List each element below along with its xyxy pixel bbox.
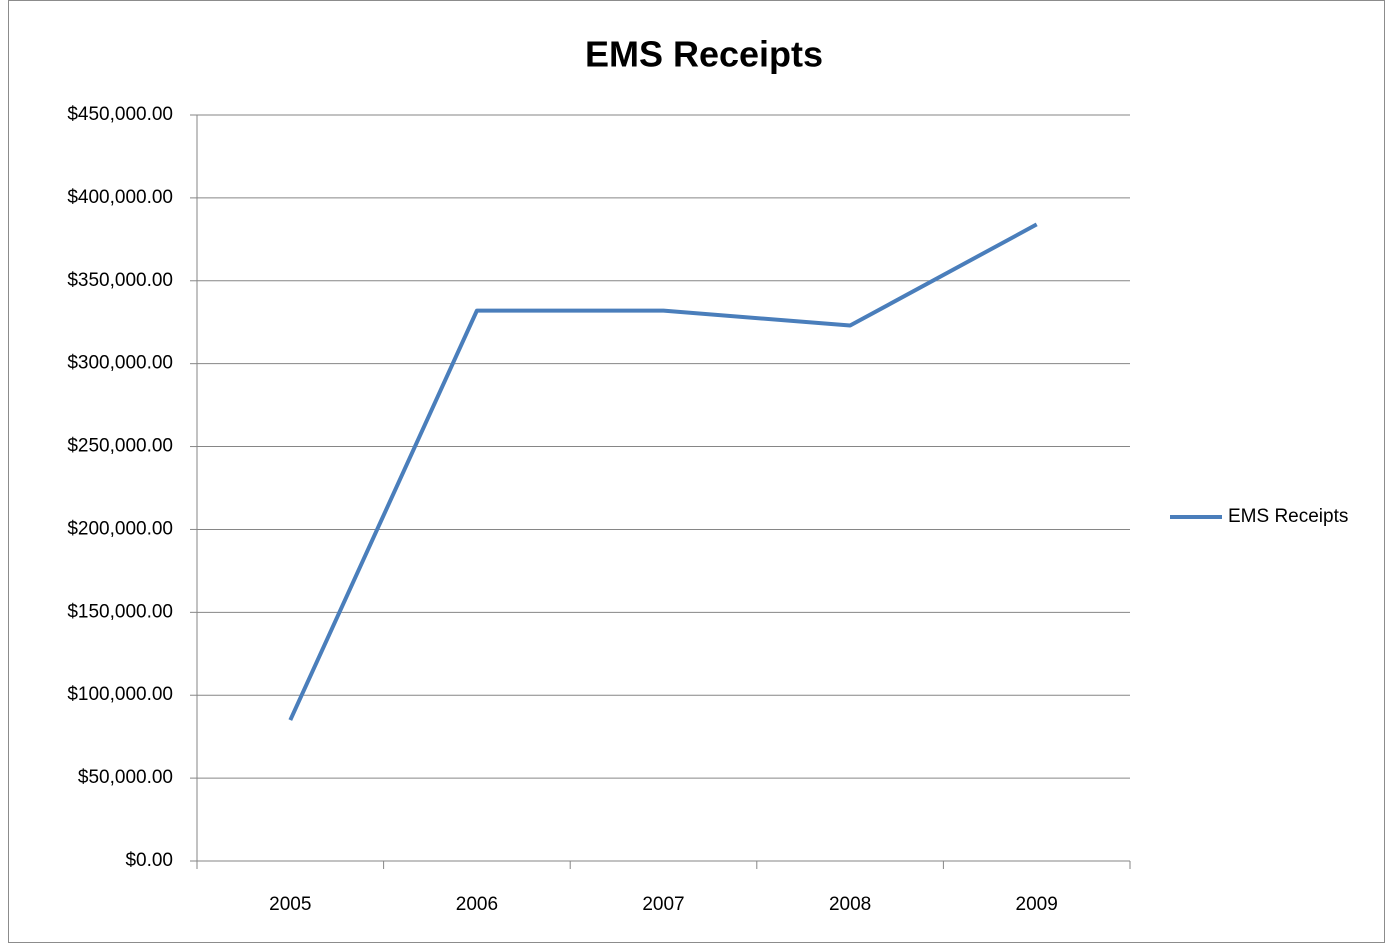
legend-label: EMS Receipts	[1228, 506, 1348, 527]
x-tick-label: 2009	[1016, 894, 1058, 915]
y-tick-label: $100,000.00	[67, 684, 173, 705]
y-tick-label: $150,000.00	[67, 601, 173, 622]
y-tick-label: $300,000.00	[67, 353, 173, 374]
y-tick-label: $400,000.00	[67, 187, 173, 208]
y-tick-label: $450,000.00	[67, 104, 173, 125]
y-tick-label: $250,000.00	[67, 436, 173, 457]
x-tick-label: 2008	[829, 894, 871, 915]
x-tick-label: 2006	[456, 894, 498, 915]
x-tick-label: 2007	[642, 894, 684, 915]
y-tick-label: $0.00	[125, 850, 173, 871]
x-tick-label: 2005	[269, 894, 311, 915]
series-line	[288, 222, 1038, 721]
chart-title: EMS Receipts	[585, 34, 823, 75]
y-tick-label: $350,000.00	[67, 270, 173, 291]
chart-frame	[8, 0, 1385, 943]
y-tick-label: $50,000.00	[78, 767, 173, 788]
y-tick-label: $200,000.00	[67, 518, 173, 539]
